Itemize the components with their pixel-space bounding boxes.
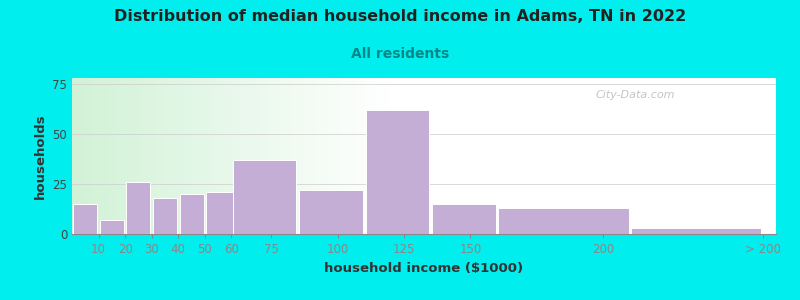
Bar xyxy=(100,220,124,234)
Bar xyxy=(179,194,203,234)
Bar xyxy=(206,192,243,234)
Bar xyxy=(498,208,629,234)
Bar xyxy=(432,204,496,234)
Bar xyxy=(631,228,762,234)
Text: City-Data.com: City-Data.com xyxy=(595,91,675,100)
Text: Distribution of median household income in Adams, TN in 2022: Distribution of median household income … xyxy=(114,9,686,24)
X-axis label: household income ($1000): household income ($1000) xyxy=(325,262,523,275)
Bar xyxy=(233,160,297,234)
Bar xyxy=(126,182,150,234)
Bar xyxy=(74,204,98,234)
Y-axis label: households: households xyxy=(34,113,46,199)
Bar xyxy=(299,190,363,234)
Text: All residents: All residents xyxy=(351,46,449,61)
Bar xyxy=(366,110,430,234)
Bar xyxy=(153,198,177,234)
